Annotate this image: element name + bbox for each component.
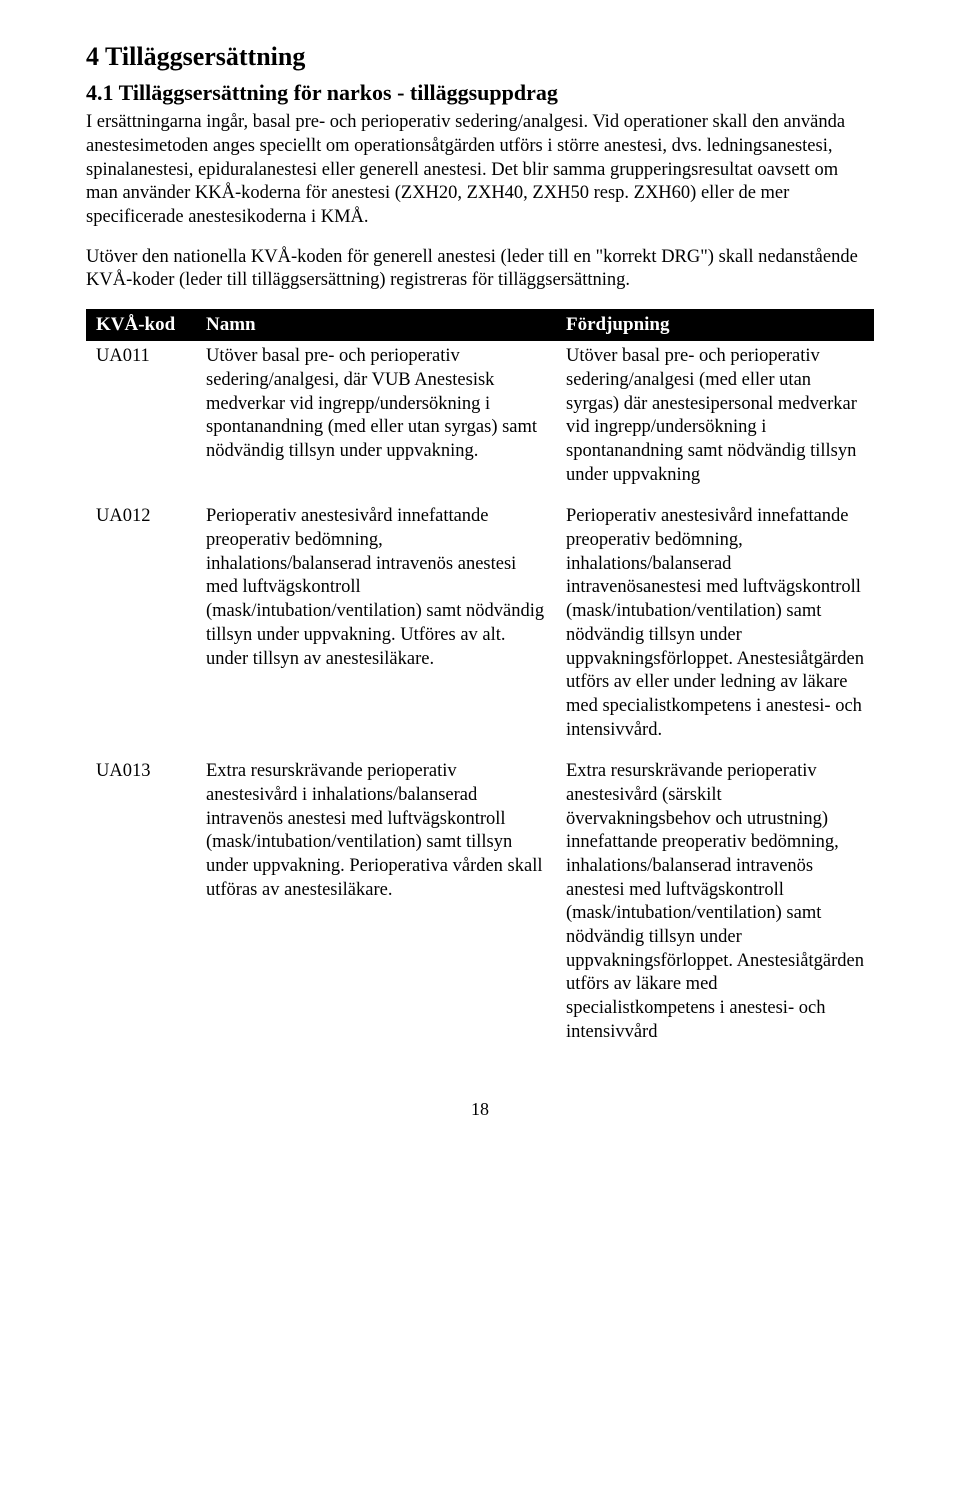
intro-paragraph-2: Utöver den nationella KVÅ-koden för gene… [86, 246, 874, 293]
col-header-name: Namn [196, 309, 556, 341]
col-header-deep: Fördjupning [556, 309, 874, 341]
cell-deep: Perioperativ anestesivård innefattande p… [556, 501, 874, 756]
section-heading: 4 Tilläggsersättning [86, 40, 874, 73]
subsection-heading: 4.1 Tilläggsersättning för narkos - till… [86, 79, 874, 107]
cell-code: UA012 [86, 501, 196, 756]
cell-name: Perioperativ anestesivård innefattande p… [196, 501, 556, 756]
table-header-row: KVÅ-kod Namn Fördjupning [86, 309, 874, 341]
table-row: UA013 Extra resurskrävande perioperativ … [86, 756, 874, 1058]
kva-code-table: KVÅ-kod Namn Fördjupning UA011 Utöver ba… [86, 309, 874, 1058]
cell-name: Utöver basal pre- och perioperativ seder… [196, 341, 556, 501]
cell-code: UA013 [86, 756, 196, 1058]
page-number: 18 [86, 1098, 874, 1121]
col-header-code: KVÅ-kod [86, 309, 196, 341]
cell-name: Extra resurskrävande perioperativ aneste… [196, 756, 556, 1058]
table-row: UA012 Perioperativ anestesivård innefatt… [86, 501, 874, 756]
intro-paragraph-1: I ersättningarna ingår, basal pre- och p… [86, 111, 874, 229]
cell-code: UA011 [86, 341, 196, 501]
table-row: UA011 Utöver basal pre- och perioperativ… [86, 341, 874, 501]
cell-deep: Extra resurskrävande perioperativ aneste… [556, 756, 874, 1058]
cell-deep: Utöver basal pre- och perioperativ seder… [556, 341, 874, 501]
